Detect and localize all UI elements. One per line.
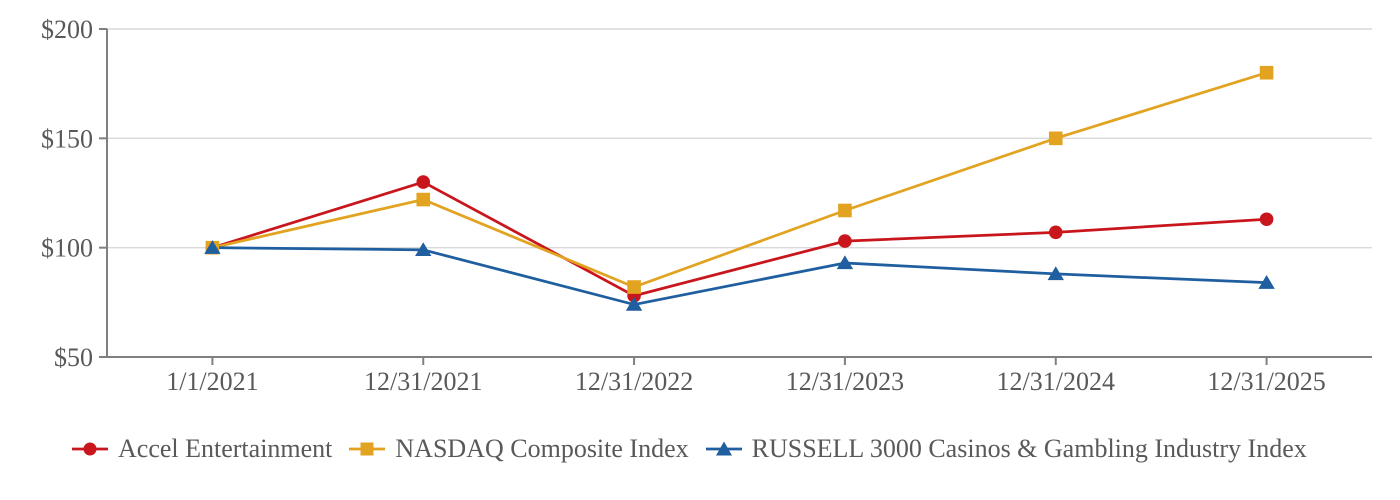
y-tick-label: $150 [41, 124, 93, 153]
x-tick-label: 12/31/2022 [575, 367, 693, 396]
data-point-square [627, 280, 641, 294]
x-tick-label: 12/31/2024 [997, 367, 1115, 396]
data-point-square [416, 192, 431, 207]
data-point-triangle [625, 296, 643, 311]
chart-legend: Accel Entertainment NASDAQ Composite Ind… [0, 436, 1400, 462]
x-tick-label: 12/31/2021 [364, 367, 482, 396]
series-line-accel-entertainment [212, 180, 1267, 298]
y-tick-label: $200 [41, 15, 93, 44]
data-point-circle [416, 175, 431, 189]
legend-item-accel-entertainment: Accel Entertainment [72, 436, 332, 462]
legend-item-nasdaq-composite: NASDAQ Composite Index [349, 434, 689, 463]
x-tick-label: 1/1/2021 [166, 367, 258, 396]
data-point-triangle [836, 255, 854, 270]
data-point-circle [838, 234, 852, 248]
legend-label-nasdaq-composite: NASDAQ Composite Index [395, 434, 689, 463]
circle-marker-icon [72, 440, 108, 458]
data-point-circle [1259, 212, 1274, 227]
data-point-square [1048, 131, 1063, 146]
data-point-triangle [1258, 275, 1275, 289]
data-point-triangle [204, 240, 221, 254]
square-marker-icon [349, 440, 386, 458]
y-tick-label: $50 [54, 343, 93, 372]
x-tick-label: 12/31/2025 [1207, 367, 1325, 396]
data-point-square [838, 203, 852, 218]
legend-label-russell-3000: RUSSELL 3000 Casinos & Gambling Industry… [751, 434, 1307, 463]
series-line-nasdaq-composite-index [212, 71, 1267, 289]
performance-chart: $200 $150 $100 $50 1/1/2021 12/31/2021 12/31/2… [41, 15, 1372, 396]
legend-item-russell-3000: RUSSELL 3000 Casinos & Gambling Industry… [705, 434, 1307, 463]
triangle-marker-icon [705, 440, 742, 458]
chart-plot-area: $200 $150 $100 $50 1/1/2021 12/31/2021 12/31/2… [41, 15, 1372, 396]
y-tick-label: $100 [41, 234, 93, 263]
data-point-triangle [415, 242, 432, 257]
legend-label-accel-entertainment: Accel Entertainment [118, 434, 333, 463]
series-line-russell-3000-casinos-gambling-industry-index [212, 246, 1267, 306]
x-tick-label: 12/31/2023 [786, 367, 904, 396]
data-point-triangle [1047, 266, 1064, 281]
data-point-circle [1048, 225, 1063, 240]
data-point-square [1259, 65, 1274, 80]
